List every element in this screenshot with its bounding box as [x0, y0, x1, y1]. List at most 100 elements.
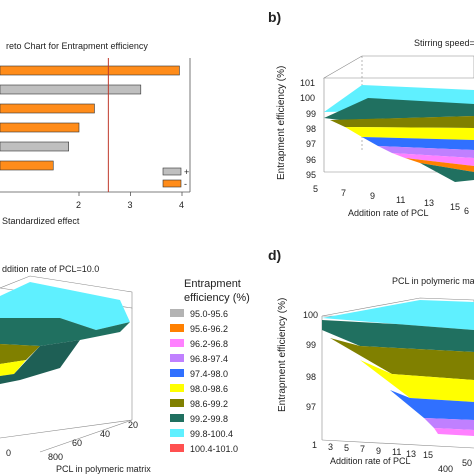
- y-tick: 50: [462, 458, 472, 468]
- x-tick: 9: [370, 191, 375, 201]
- legend-minus-swatch: [162, 179, 182, 188]
- z-tick: 99: [306, 109, 316, 119]
- legend-swatch: [170, 309, 184, 317]
- panel-label-b: b): [268, 9, 281, 25]
- surface-front-face: [420, 163, 474, 182]
- legend-swatch: [170, 384, 184, 392]
- panel-c-bottom-edge: [0, 419, 133, 439]
- panel-b-z-label: Entrapment efficiency (%): [276, 66, 287, 180]
- legend-label: 96.8-97.4: [190, 354, 228, 364]
- panel-c: ddition rate of PCL=10.0 0 800 60 40 20 …: [0, 264, 250, 474]
- pareto-title: reto Chart for Entrapment efficiency: [6, 41, 148, 51]
- z-tick: 100: [303, 310, 318, 320]
- x-tick: 7: [360, 444, 365, 454]
- panel-d-x-ticks: 1 3 5 7 9 11 13 15 400 50: [312, 440, 472, 474]
- surface-band: [330, 338, 474, 380]
- panel-d-x-label: Addition rate of PCL: [330, 456, 411, 466]
- legend-plus-label: +: [184, 167, 189, 177]
- x-tick: 11: [396, 195, 405, 205]
- panel-label-d: d): [268, 247, 281, 263]
- panel-d-annotation: PCL in polymeric matri: [392, 276, 474, 286]
- legend-swatch: [170, 414, 184, 422]
- panel-c-x-label: PCL in polymeric matrix: [56, 464, 151, 474]
- surface-band: [322, 300, 474, 330]
- surface-band: [392, 153, 474, 166]
- legend-swatch: [170, 444, 184, 452]
- surface-band: [434, 428, 474, 436]
- surface-band: [362, 137, 474, 150]
- z-tick: 95: [306, 170, 316, 180]
- pareto-bar: [0, 103, 95, 114]
- panel-b-back-wall: [322, 55, 474, 79]
- x-tick: 0: [6, 448, 11, 458]
- pareto-x-tick: 4: [179, 200, 184, 210]
- x-tick: 11: [392, 447, 401, 457]
- legend-minus-label: -: [184, 179, 187, 189]
- surface-band: [424, 418, 474, 430]
- pareto-bar: [0, 141, 69, 152]
- pareto-bar: [0, 65, 180, 76]
- surface-band: [0, 318, 130, 346]
- surface-band: [360, 360, 474, 402]
- x-tick: 400: [438, 464, 453, 474]
- z-tick: 97: [306, 402, 316, 412]
- surface-band: [0, 344, 40, 364]
- x-tick: 13: [424, 198, 434, 208]
- panel-c-floor-edge: [39, 419, 133, 453]
- surface-band: [405, 158, 474, 172]
- legend-label: 98.6-99.2: [190, 399, 228, 409]
- x-tick: 5: [313, 184, 318, 194]
- panel-c-annotation: ddition rate of PCL=10.0: [2, 264, 99, 274]
- z-tick: 98: [306, 124, 316, 134]
- x-tick: 60: [72, 438, 82, 448]
- panel-d-z-label: Entrapment efficiency (%): [277, 298, 288, 412]
- x-tick: 3: [328, 442, 333, 452]
- pareto-legend: + -: [162, 167, 189, 189]
- x-tick: 5: [344, 443, 349, 453]
- x-tick: 13: [406, 449, 416, 459]
- legend-label: 99.8-100.4: [190, 429, 233, 439]
- panel-a: reto Chart for Entrapment efficiency 2 3 4…: [0, 41, 191, 226]
- z-tick: 96: [306, 155, 316, 165]
- panel-d: d) PCL in polymeric matri 100 99 98 97 E…: [268, 247, 474, 474]
- y-tick: 6: [464, 206, 469, 216]
- panel-d-z-ticks: 100 99 98 97: [303, 310, 318, 412]
- z-tick: 97: [306, 139, 316, 149]
- surface-band: [330, 116, 474, 128]
- surface-band: [345, 127, 474, 140]
- x-tick: 15: [423, 450, 433, 460]
- x-tick: 7: [341, 188, 346, 198]
- pareto-bar: [0, 122, 80, 133]
- z-tick: 101: [300, 78, 315, 88]
- legend-label: 95.0-95.6: [190, 309, 228, 319]
- surface-band: [390, 390, 474, 420]
- surface-front: [0, 340, 80, 384]
- legend-swatch: [170, 399, 184, 407]
- panel-c-x-ticks: 0 800 60 40 20: [6, 420, 138, 462]
- pareto-bars: [0, 65, 180, 171]
- pareto-x-ticks: 2 3 4: [76, 192, 184, 210]
- legend-label: 96.2-96.8: [190, 339, 228, 349]
- pareto-x-tick: 2: [76, 200, 81, 210]
- panel-b: b) Stirring speed= 101 100 99 98 97 96 9…: [268, 9, 474, 218]
- surface-band: [378, 146, 474, 158]
- legend-swatch: [170, 324, 184, 332]
- x-tick: 1: [312, 440, 317, 450]
- panel-d-bottom-edge: [321, 439, 474, 449]
- legend-swatch: [170, 354, 184, 362]
- panel-b-annotation: Stirring speed=: [414, 38, 474, 48]
- x-tick: 9: [376, 446, 381, 456]
- panel-b-x-label: Addition rate of PCL: [348, 208, 429, 218]
- surface-band: [0, 360, 26, 376]
- x-tick: 20: [128, 420, 138, 430]
- legend-plus-swatch: [162, 167, 182, 176]
- pareto-bar: [0, 160, 54, 171]
- legend-label: 99.2-99.8: [190, 414, 228, 424]
- x-tick: 40: [100, 429, 110, 439]
- pareto-bar: [0, 84, 142, 95]
- pareto-x-tick: 3: [128, 200, 133, 210]
- z-tick: 98: [306, 372, 316, 382]
- x-tick: 800: [48, 452, 63, 462]
- legend-swatch: [170, 339, 184, 347]
